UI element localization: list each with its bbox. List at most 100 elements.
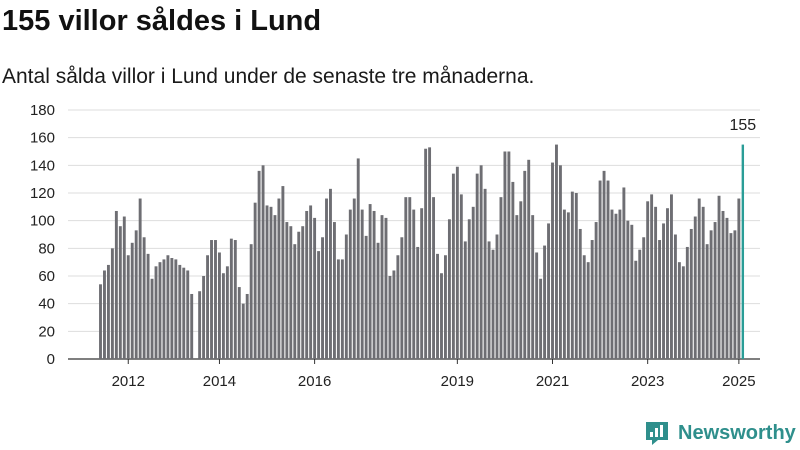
bar: [440, 273, 443, 359]
bar: [348, 209, 352, 359]
bar: [297, 231, 301, 359]
bar: [618, 209, 622, 359]
bar: [463, 241, 467, 359]
bar: [662, 223, 665, 359]
bar: [340, 259, 344, 359]
bar: [202, 276, 206, 359]
bar: [737, 198, 741, 359]
bar: [325, 198, 328, 359]
bar: [499, 197, 503, 359]
bar: [594, 222, 598, 359]
bar: [380, 215, 384, 359]
bar: [114, 210, 118, 359]
bar: [447, 219, 451, 359]
bar: [229, 238, 233, 359]
bar: [515, 215, 519, 359]
bar: [329, 188, 332, 359]
bar: [622, 187, 626, 359]
bar: [428, 147, 432, 359]
bar: [523, 170, 527, 359]
bar: [206, 255, 210, 359]
bar: [547, 223, 550, 359]
bar: [408, 197, 412, 359]
bar: [301, 226, 305, 359]
bar: [400, 237, 404, 359]
bar: [475, 173, 479, 359]
bar: [598, 180, 602, 359]
bars: [99, 144, 745, 359]
bar: [99, 284, 102, 359]
bar: [650, 194, 654, 359]
bar: [186, 270, 190, 359]
bar: [237, 287, 241, 359]
bar: [281, 186, 285, 359]
bar: [210, 240, 213, 359]
bar: [313, 217, 317, 359]
bar: [225, 266, 229, 359]
y-axis-ticks: 0 20 40 60 80 100 120 140 160 180: [30, 102, 55, 368]
bar: [424, 148, 428, 359]
bar: [170, 258, 174, 359]
bar: [543, 245, 547, 359]
bar: [432, 197, 436, 359]
bar: [245, 293, 249, 359]
bar: [555, 144, 558, 359]
bar: [241, 303, 245, 359]
bar: [396, 255, 400, 359]
bar: [717, 195, 721, 359]
bar: [610, 209, 614, 359]
bar: [106, 264, 110, 359]
bar: [479, 165, 483, 359]
y-tick-label: 40: [38, 296, 55, 313]
bar: [277, 198, 281, 359]
bar: [174, 259, 178, 359]
highlight-value-label: 155: [729, 117, 756, 134]
bar: [713, 222, 717, 359]
bar: [566, 212, 570, 359]
bar: [677, 262, 681, 359]
bar: [451, 173, 455, 359]
bar: [332, 222, 336, 359]
bar: [721, 210, 725, 359]
x-tick-label: 2025: [722, 373, 755, 390]
bar: [360, 209, 364, 359]
bar: [146, 253, 150, 359]
y-tick-label: 20: [38, 323, 55, 340]
bar: [166, 255, 170, 359]
bar: [364, 235, 368, 359]
bar: [126, 255, 130, 359]
bar: [670, 194, 673, 359]
bar: [602, 170, 606, 359]
bar: [162, 259, 166, 359]
bar: [634, 260, 638, 359]
bar: [503, 151, 507, 359]
bar: [182, 267, 186, 359]
y-tick-label: 0: [47, 351, 55, 368]
bar: [729, 233, 733, 359]
bar: [214, 240, 217, 359]
bar: [321, 237, 324, 359]
bar: [138, 198, 142, 359]
bar: [709, 230, 713, 359]
bar: [336, 259, 340, 359]
bar: [368, 204, 372, 359]
bar: [582, 255, 586, 359]
bar: [586, 262, 590, 359]
bar: [269, 206, 273, 359]
annotations: 155: [729, 117, 756, 134]
y-tick-label: 80: [38, 240, 55, 257]
brand-name: Newsworthy: [678, 422, 796, 444]
bar: [527, 159, 531, 359]
bar: [701, 206, 705, 359]
bar: [455, 166, 459, 359]
x-tick-label: 2019: [441, 373, 474, 390]
bar: [606, 180, 610, 359]
bar: [507, 151, 511, 359]
bar: [388, 276, 392, 359]
bar: [689, 228, 693, 359]
bar: [420, 208, 424, 359]
bar: [673, 234, 677, 359]
bar: [444, 255, 447, 359]
y-tick-label: 100: [30, 213, 55, 230]
bar: [253, 202, 257, 359]
